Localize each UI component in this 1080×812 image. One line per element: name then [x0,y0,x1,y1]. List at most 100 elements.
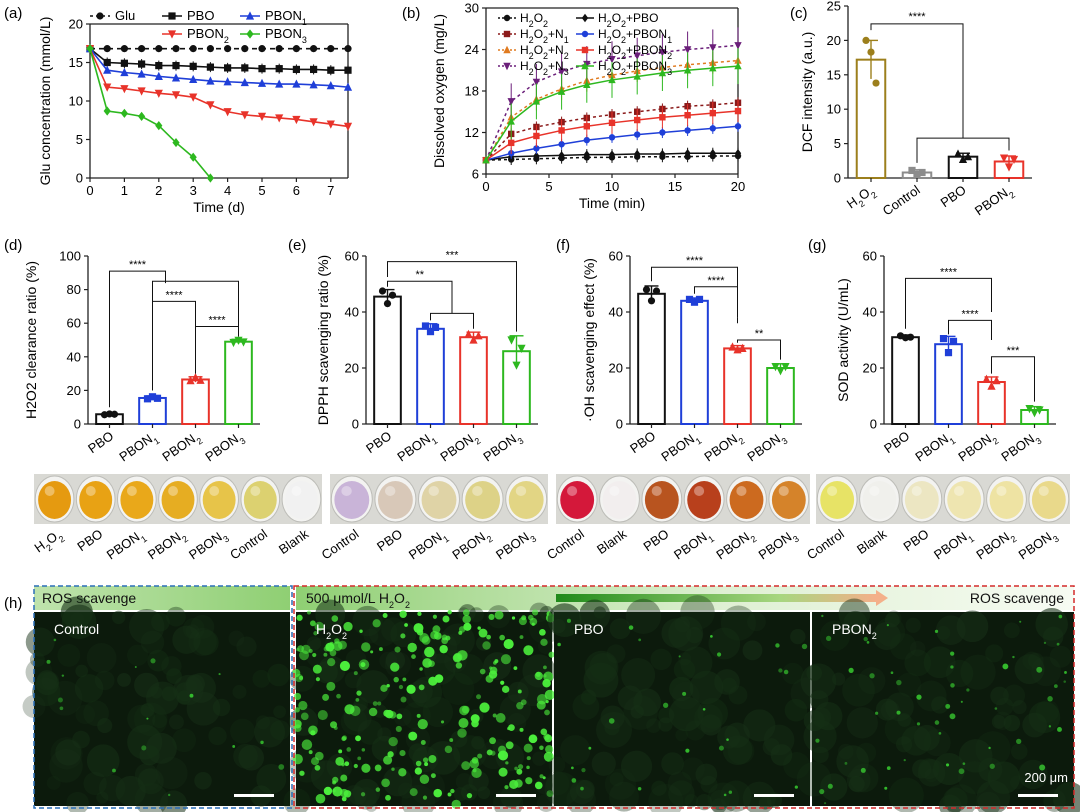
cell-background [453,735,488,770]
fluorescent-cell [355,698,360,702]
cell-background [1052,782,1080,812]
legend-marker [503,62,511,71]
well-label: PBO [74,526,105,554]
fluorescent-cell [548,651,555,658]
text-segment: H [598,59,607,73]
cell-background [885,610,902,627]
significance-label: **** [686,255,704,267]
cell-background [875,698,898,721]
fluorescent-cell [1047,696,1053,702]
panel-label-a: (a) [4,5,22,22]
fluorescent-cell [539,774,544,779]
significance-bracket [991,356,1035,402]
well-highlight [651,486,662,496]
point-PBON1 [343,82,353,91]
fluorescent-cell [516,701,524,710]
well-highlight [126,486,137,496]
fluorescent-cell [469,758,480,769]
point-H2O2+PBO [659,149,666,159]
fluorescent-cell [479,668,486,675]
point-PBON3 [138,111,146,121]
fluorescent-cell [505,761,509,765]
fluorescent-cell [301,644,311,655]
point-Glu [172,45,180,53]
fluorescent-cell [580,786,584,791]
fluorescent-cell [399,750,406,757]
significance-bracket [870,23,964,139]
well-liquid [862,481,897,519]
cell-background [166,668,182,684]
cell-background [117,672,131,687]
cell-background [684,793,699,808]
well-highlight [694,486,705,496]
fluorescent-cell [514,766,518,771]
point-PBON1 [189,74,198,84]
subscript: 1 [441,534,451,545]
text-segment: Control [319,526,362,562]
fluorescent-cell [501,685,510,694]
cell-background [742,640,763,661]
micrograph-label-3: PBON2 [832,621,877,641]
well-highlight [609,486,620,496]
cell-background [529,602,549,623]
cell-background [208,726,227,746]
cell-background [813,713,830,730]
point-PBO [120,59,128,67]
y-axis-title: Glu concentration (mmol/L) [37,17,53,186]
fluorescent-cell [514,779,523,788]
point-H2O2+PBON2 [508,139,515,147]
subscript: 3 [1051,534,1061,545]
data-point [153,394,162,402]
fluorescent-cell [326,681,336,691]
fluorescent-cell [57,697,63,703]
well-strip-f [556,474,810,524]
legend-marker [581,46,589,54]
cell-background [905,617,921,633]
fluorescent-cell [297,645,304,653]
significance-label: **** [208,315,226,327]
cell-background [471,736,485,750]
cell-background [721,677,737,693]
well-label: PBON3 [756,526,801,566]
well-liquid [377,481,413,519]
x-tick-label: 6 [293,183,300,198]
x-tick-label: PBON2 [437,428,482,468]
fluorescent-cell [341,736,347,742]
well-label: Control [544,526,587,562]
cell-background [1003,622,1020,639]
scale-bar [1018,794,1058,797]
well-highlight [1038,486,1049,496]
text-segment: PBON [437,431,476,464]
cell-background [452,653,485,685]
cell-background [609,781,639,812]
data-point [110,410,119,418]
point-H2O2+PBON2 [583,123,590,130]
cell-background [1022,651,1041,670]
cell-background [858,667,886,695]
cell-background [182,617,205,640]
fluorescent-cell [296,614,303,621]
data-point [517,344,526,353]
well-highlight [85,486,96,496]
point-Glu [327,45,335,53]
legend-label-7: H2O2+PBON3 [598,59,672,77]
well-highlight [384,486,396,496]
cell-background [236,636,257,657]
cell-background [584,650,619,685]
x-tick-label: 7 [327,183,334,198]
fluorescent-cell [455,662,463,669]
x-tick-label: PBON2 [701,428,746,468]
fluorescent-cell [411,654,416,659]
well-highlight [428,486,439,496]
point-Glu [344,45,352,53]
fluorescent-cell [827,783,833,789]
cell-background [159,790,188,812]
cell-background [172,625,201,654]
fluorescent-cell [1002,663,1009,670]
fluorescent-cell [989,763,995,769]
point-PBON2 [309,118,318,127]
y-tick-label: 6 [472,167,479,182]
point-H2O2+PBON1 [583,136,590,144]
